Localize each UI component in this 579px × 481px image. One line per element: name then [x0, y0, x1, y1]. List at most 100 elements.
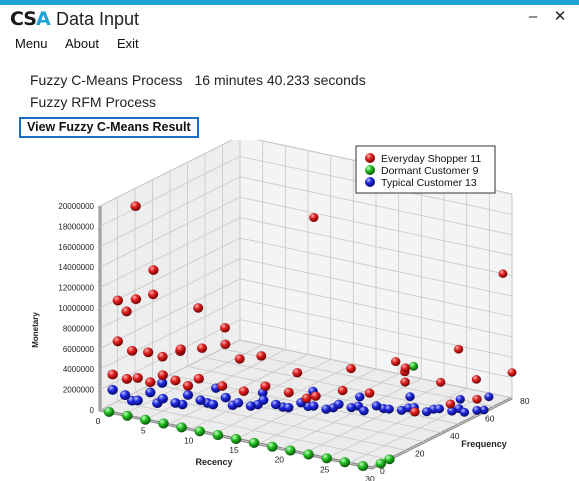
- point-typical-customer: [459, 407, 470, 417]
- point-everyday-shopper: [132, 372, 144, 383]
- y-tick-label: 8000000: [63, 324, 95, 333]
- fcm-label: Fuzzy C-Means Process: [30, 72, 183, 88]
- point-everyday-shopper: [283, 387, 294, 398]
- point-dormant-customer: [158, 418, 169, 429]
- point-dormant-customer: [121, 410, 133, 421]
- point-everyday-shopper: [453, 344, 464, 354]
- point-everyday-shopper: [157, 351, 168, 362]
- window-title: Data Input: [56, 9, 140, 29]
- point-everyday-shopper: [121, 373, 133, 384]
- app-logo: CSA: [10, 8, 51, 30]
- z-gridline-floor: [222, 348, 495, 408]
- z-axis-title: Frequency: [461, 439, 507, 449]
- point-everyday-shopper: [472, 394, 482, 404]
- point-everyday-shopper: [498, 269, 508, 279]
- y-tick-label: 20000000: [58, 202, 94, 211]
- y-tick-label: 4000000: [63, 365, 95, 374]
- point-dormant-customer: [103, 406, 115, 418]
- z-gridline-floor: [239, 339, 513, 399]
- point-typical-customer: [421, 407, 432, 417]
- point-dormant-customer: [139, 414, 151, 425]
- point-dormant-customer: [248, 437, 260, 449]
- z-tick-label: 0: [380, 466, 385, 476]
- y-tick-label: 6000000: [63, 345, 95, 354]
- point-typical-customer: [170, 397, 181, 408]
- point-dormant-customer: [384, 454, 395, 465]
- point-everyday-shopper: [170, 375, 181, 386]
- x-tick-label: 25: [320, 464, 330, 474]
- point-dormant-customer: [408, 361, 419, 371]
- point-everyday-shopper: [147, 289, 159, 300]
- point-typical-customer: [346, 402, 357, 413]
- point-everyday-shopper: [308, 212, 319, 223]
- point-everyday-shopper: [310, 391, 321, 401]
- point-everyday-shopper: [301, 393, 312, 404]
- point-typical-customer: [233, 397, 244, 408]
- point-typical-customer: [270, 399, 282, 410]
- point-typical-customer: [405, 392, 415, 402]
- point-everyday-shopper: [364, 388, 375, 398]
- point-everyday-shopper: [400, 377, 410, 387]
- point-typical-customer: [308, 401, 319, 411]
- point-typical-customer: [119, 390, 131, 401]
- minimize-button[interactable]: –: [528, 8, 538, 25]
- point-everyday-shopper: [144, 377, 156, 388]
- point-typical-customer: [144, 387, 156, 398]
- z-gridline-floor: [117, 400, 390, 460]
- point-everyday-shopper: [337, 385, 348, 396]
- legend-box: [355, 145, 496, 194]
- point-everyday-shopper: [121, 306, 132, 317]
- point-everyday-shopper: [130, 294, 142, 305]
- point-everyday-shopper: [390, 356, 401, 367]
- menu-item-menu[interactable]: Menu: [15, 36, 48, 51]
- view-fcm-result-button[interactable]: View Fuzzy C-Means Result: [19, 117, 199, 138]
- point-everyday-shopper: [238, 386, 250, 397]
- close-button[interactable]: ✕: [553, 8, 567, 25]
- legend-label-dormant: Dormant Customer 9: [381, 165, 479, 177]
- point-everyday-shopper: [216, 381, 228, 391]
- point-typical-customer: [107, 384, 118, 395]
- point-everyday-shopper: [400, 363, 411, 373]
- point-dormant-customer: [194, 426, 206, 437]
- point-typical-customer: [384, 404, 394, 414]
- y-tick-label: 18000000: [58, 222, 94, 231]
- menu-item-about[interactable]: About: [65, 36, 99, 51]
- point-everyday-shopper: [126, 345, 138, 356]
- point-dormant-customer: [375, 458, 387, 469]
- z-tick-label: 60: [485, 414, 495, 424]
- menu-item-exit[interactable]: Exit: [117, 36, 139, 51]
- point-typical-customer: [472, 405, 482, 415]
- point-everyday-shopper: [219, 322, 231, 333]
- point-everyday-shopper: [445, 399, 456, 409]
- point-dormant-customer: [212, 429, 224, 441]
- menu-bar: Menu About Exit: [0, 31, 579, 55]
- y-axis-title: Monetary: [31, 312, 40, 348]
- point-everyday-shopper: [175, 344, 186, 355]
- z-tick-label: 20: [415, 449, 425, 459]
- legend-label-typical: Typical Customer 13: [381, 177, 477, 189]
- rfm-status: Fuzzy RFM Process: [30, 94, 157, 110]
- y-tick-label: 12000000: [58, 284, 94, 293]
- point-everyday-shopper: [148, 265, 159, 276]
- z-gridline-floor: [152, 383, 425, 443]
- point-everyday-shopper: [256, 351, 267, 361]
- point-typical-customer: [396, 405, 407, 415]
- point-typical-customer: [455, 394, 466, 404]
- point-typical-customer: [354, 392, 365, 402]
- chart-legend: Everyday Shopper 11 Dormant Customer 9 T…: [355, 145, 496, 194]
- point-everyday-shopper: [193, 373, 205, 384]
- point-dormant-customer: [284, 445, 296, 456]
- point-everyday-shopper: [196, 343, 208, 354]
- x-tick-label: 30: [365, 474, 375, 481]
- chart-axis-labels: Monetary Recency Frequency: [31, 312, 507, 467]
- point-dormant-customer: [339, 457, 351, 468]
- z-tick-label: 80: [520, 396, 530, 406]
- point-dormant-customer: [176, 422, 188, 433]
- x-tick-label: 15: [229, 445, 239, 455]
- x-axis-title: Recency: [195, 457, 232, 467]
- point-typical-customer: [182, 389, 194, 401]
- point-everyday-shopper: [471, 374, 482, 384]
- chart-ticks: 0 2000000 4000000 6000000 8000000 10000000 120…: [58, 202, 529, 481]
- legend-swatch-typical: [365, 177, 375, 187]
- point-everyday-shopper: [435, 377, 446, 387]
